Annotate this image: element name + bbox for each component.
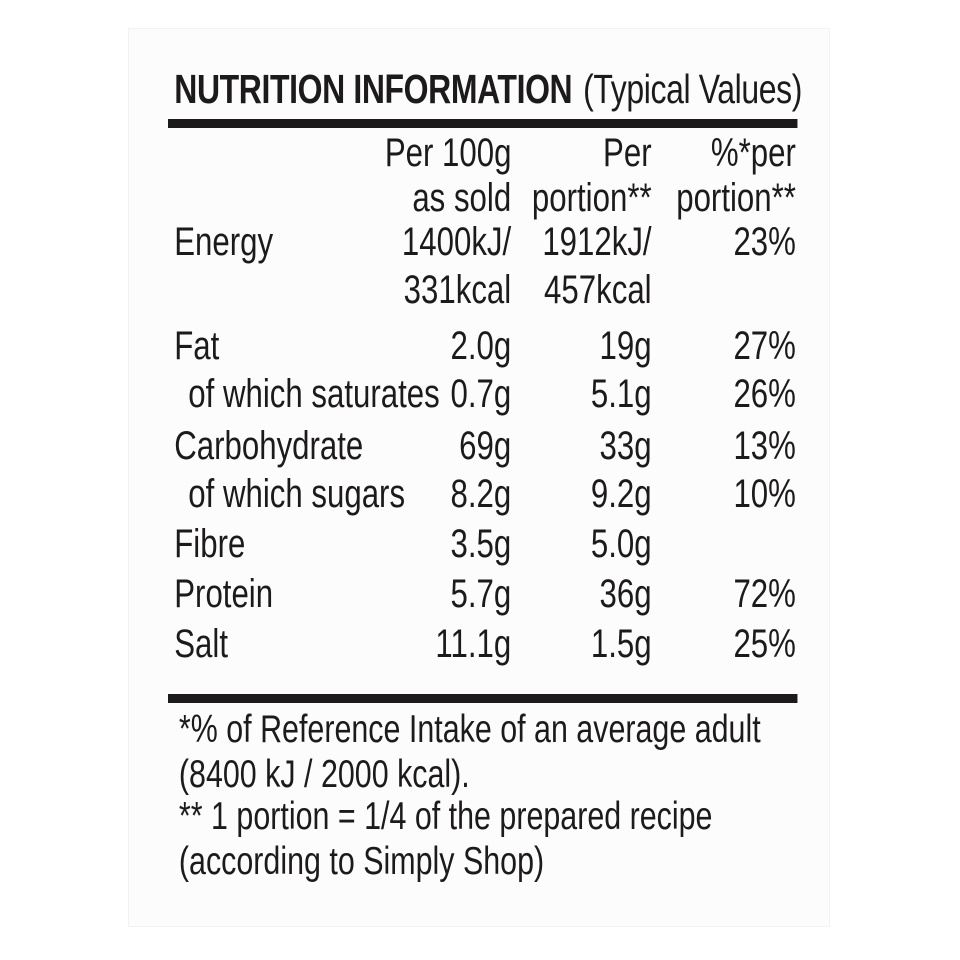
value-pct-per-portion: [652, 520, 796, 568]
footnote-portion-definition: ** 1 portion = 1/4 of the prepared recip…: [178, 795, 713, 883]
label-content: NUTRITION INFORMATION (Typical Values) P…: [129, 29, 831, 928]
column-headers: Per 100g as sold Per portion** %*per por…: [174, 131, 796, 221]
value-per-portion: 5.0g: [590, 522, 652, 566]
row-label: Energy: [174, 220, 274, 264]
table-row-protein: Protein 5.7g 36g 72%: [174, 570, 796, 618]
row-label: Salt: [174, 622, 229, 666]
label-title: NUTRITION INFORMATION (Typical Values): [174, 65, 802, 123]
nutrition-label-card: NUTRITION INFORMATION (Typical Values) P…: [128, 28, 830, 927]
nutrition-table: Energy 1400kJ/ 331kcal 1912kJ/ 457kcal 2…: [174, 218, 796, 668]
value-per-100g: 5.7g: [450, 572, 512, 616]
bottom-divider-rule: [168, 694, 798, 703]
table-row-fat: Fat 2.0g 19g 27%: [174, 322, 796, 370]
value-per-portion: 5.1g: [590, 372, 652, 416]
value-per-100g: 0.7g: [450, 372, 512, 416]
value-per-portion: 1.5g: [590, 622, 652, 666]
header-spacer: [174, 131, 385, 221]
value-per-100g: 69g: [459, 424, 512, 468]
table-row-salt: Salt 11.1g 1.5g 25%: [174, 620, 796, 668]
value-per-100g: 2.0g: [450, 324, 512, 368]
row-label: Fat: [174, 324, 220, 368]
label-title-main: NUTRITION INFORMATION: [174, 66, 573, 112]
table-row-fibre: Fibre 3.5g 5.0g: [174, 520, 796, 568]
value-pct-per-portion: 72%: [733, 572, 796, 616]
value-pct-per-portion: 23%: [733, 220, 796, 264]
header-pct-per-portion: %*per portion**: [676, 131, 796, 220]
value-per-portion: 36g: [599, 572, 652, 616]
value-per-portion: 9.2g: [590, 472, 652, 516]
row-label: Fibre: [174, 522, 246, 566]
row-label: of which saturates: [188, 372, 440, 416]
header-per-portion: Per portion**: [531, 131, 652, 220]
value-pct-per-portion: 26%: [733, 372, 796, 416]
table-row-saturates: of which saturates 0.7g 5.1g 26%: [174, 370, 796, 418]
value-pct-per-portion: 13%: [733, 424, 796, 468]
value-per-portion: 19g: [599, 324, 652, 368]
value-per-100g: 1400kJ/ 331kcal: [401, 220, 512, 312]
value-per-portion: 33g: [599, 424, 652, 468]
value-per-100g: 11.1g: [435, 622, 512, 666]
row-label: Carbohydrate: [174, 424, 364, 468]
value-pct-per-portion: 10%: [733, 472, 796, 516]
value-pct-per-portion: 25%: [733, 622, 796, 666]
row-label: of which sugars: [188, 472, 406, 516]
top-divider-rule: [168, 119, 798, 128]
table-row-sugars: of which sugars 8.2g 9.2g 10%: [174, 470, 796, 518]
row-label: Protein: [174, 572, 274, 616]
value-per-100g: 8.2g: [450, 472, 512, 516]
footnote-reference-intake: *% of Reference Intake of an average adu…: [178, 708, 761, 796]
header-per-100g: Per 100g as sold: [384, 131, 512, 220]
value-per-100g: 3.5g: [450, 522, 512, 566]
value-per-portion: 1912kJ/ 457kcal: [542, 220, 652, 312]
label-title-suffix: (Typical Values): [583, 66, 803, 112]
value-pct-per-portion: 27%: [733, 324, 796, 368]
table-row-energy: Energy 1400kJ/ 331kcal 1912kJ/ 457kcal 2…: [174, 218, 796, 314]
table-row-carbohydrate: Carbohydrate 69g 33g 13%: [174, 422, 796, 470]
